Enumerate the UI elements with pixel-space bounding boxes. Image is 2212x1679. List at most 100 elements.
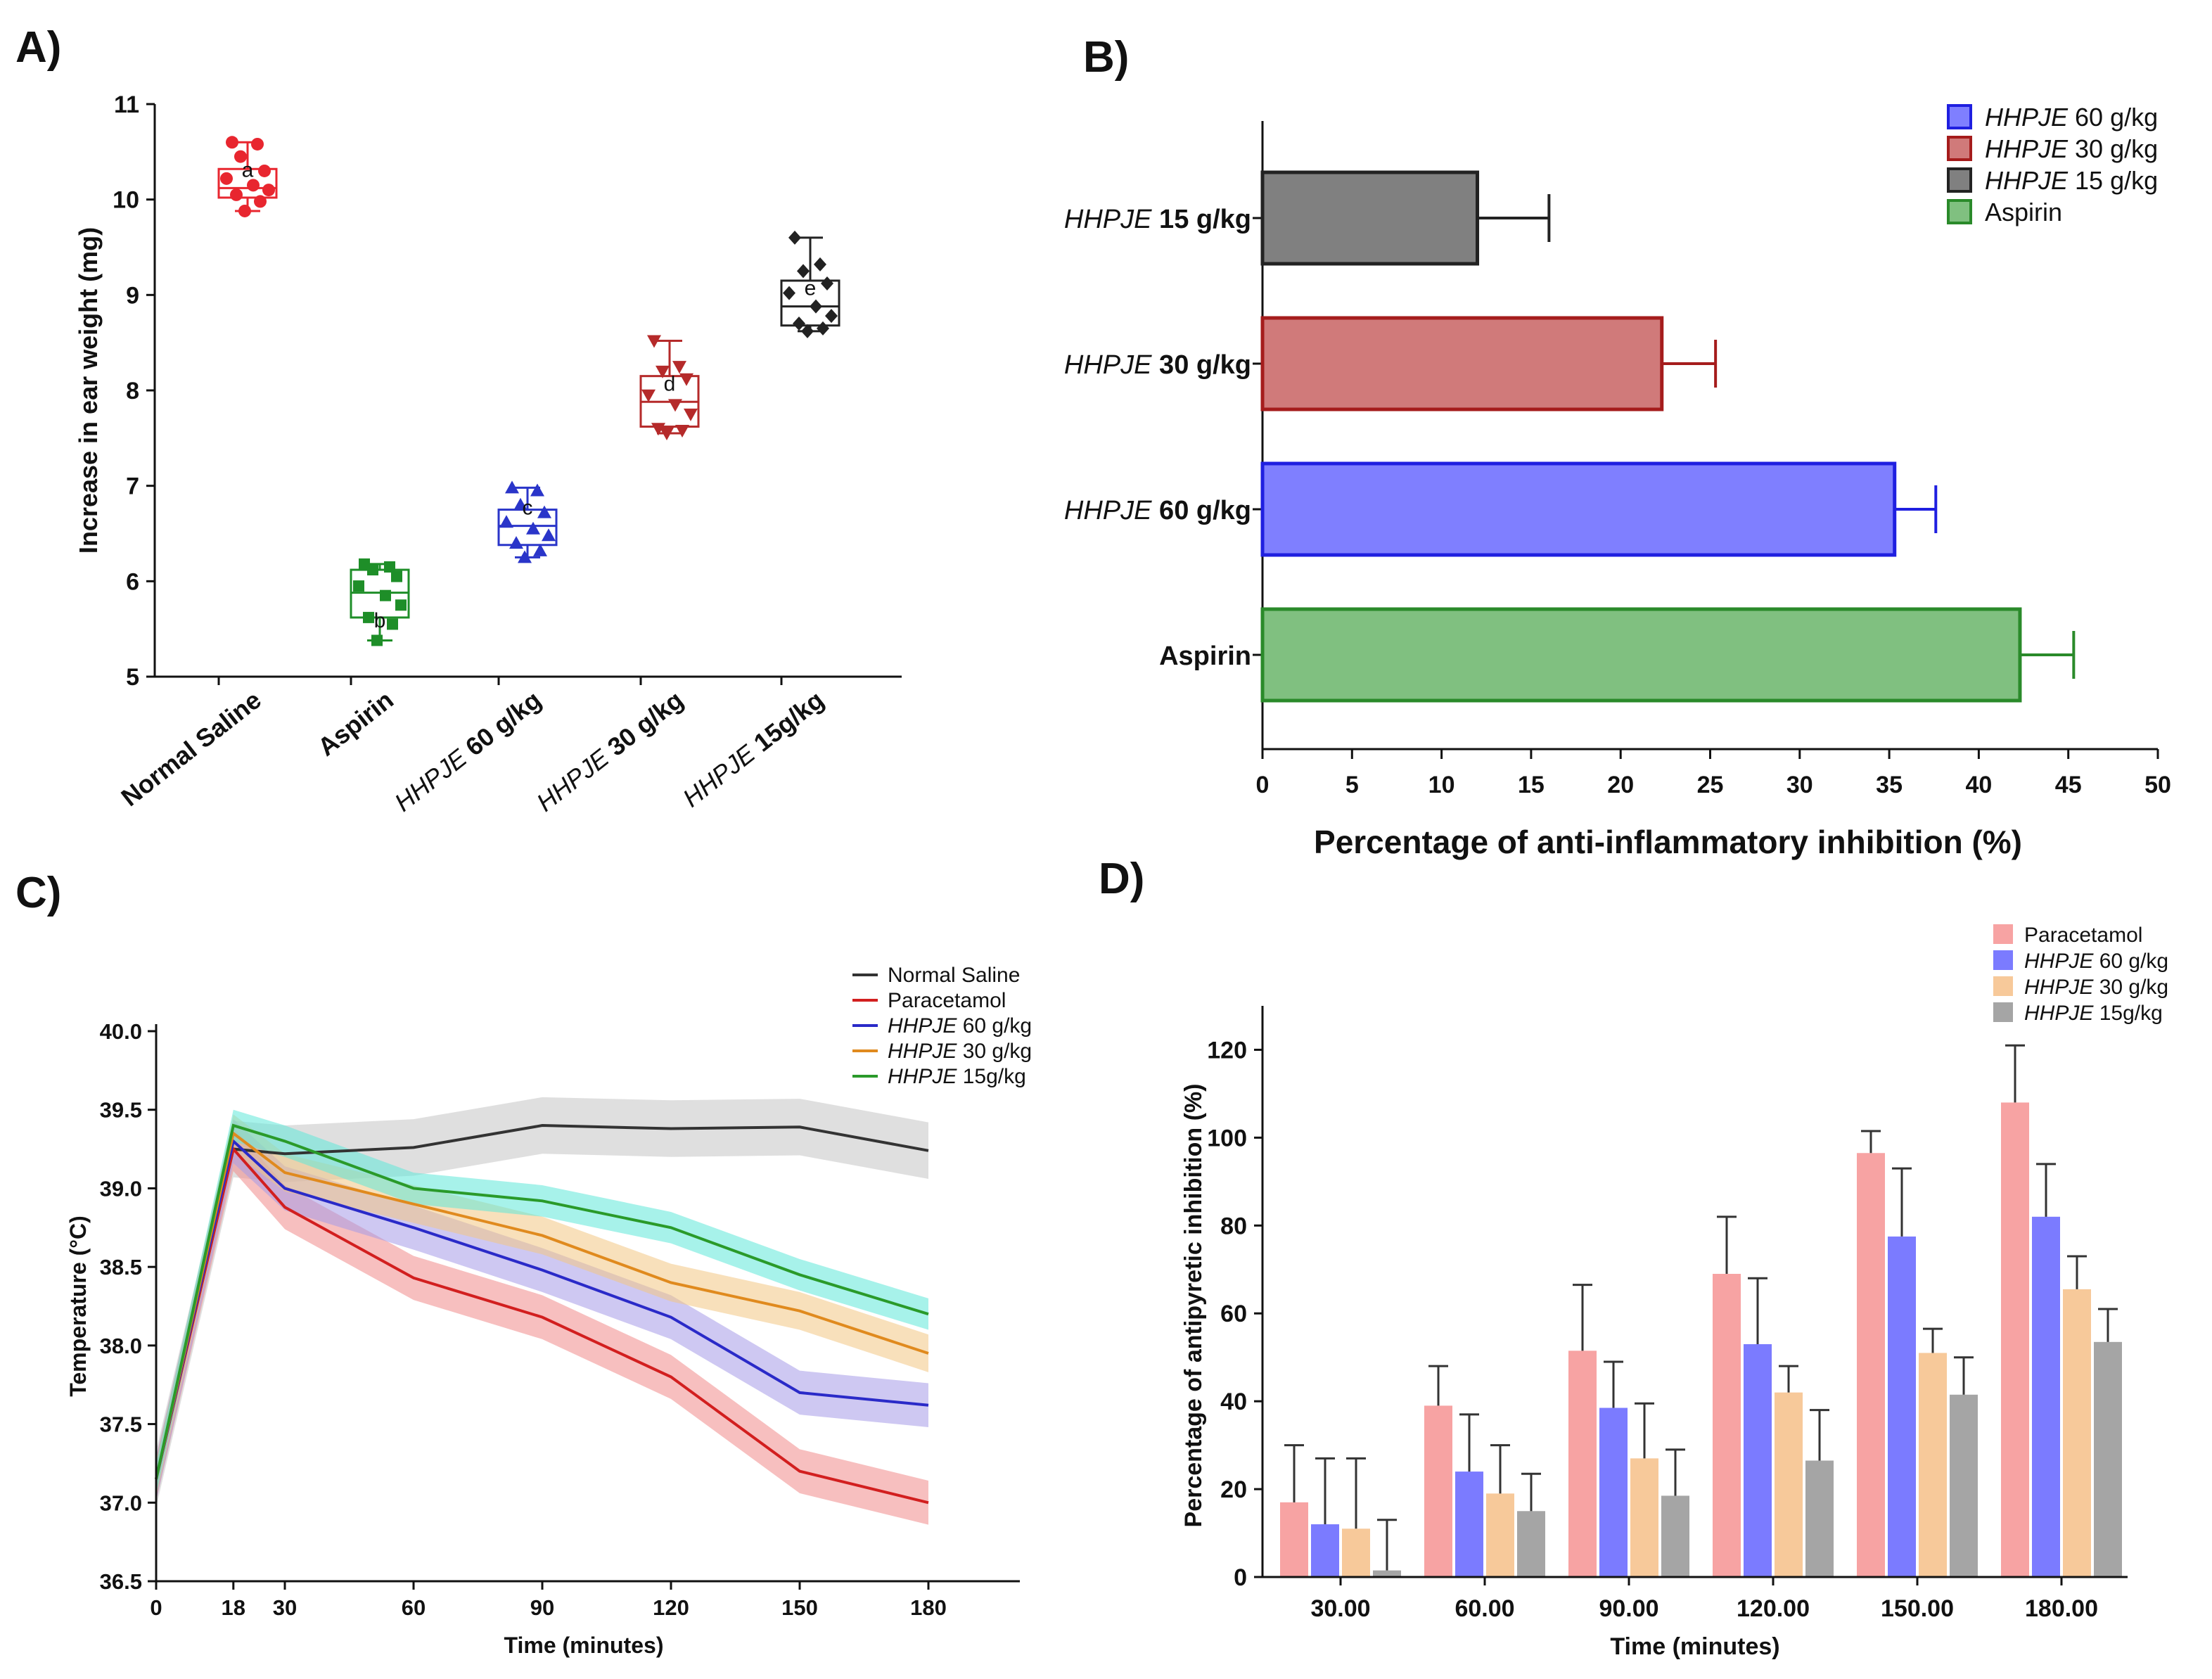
c-y-tick-label: 38.0 [100,1334,142,1358]
a-data-point [793,317,805,331]
b-legend-label: HHPJE 15 g/kg [1985,166,2158,195]
a-data-point [533,543,547,556]
a-data-point [513,497,528,511]
d-bar [1455,1471,1483,1577]
a-y-tick-label: 5 [126,664,139,691]
a-data-point [821,276,833,291]
b-x-tick-label: 15 [1518,772,1545,798]
d-bar [2094,1341,2122,1577]
a-data-point [675,424,689,438]
c-x-tick-label: 180 [910,1595,947,1620]
c-legend-label: HHPJE 60 g/kg [888,1014,1032,1038]
c-x-tick-label: 0 [150,1595,162,1620]
c-y-tick-label: 36.5 [100,1569,142,1594]
panel-d: D) 30.00 60.00 90.00 120.00 150.00 180.00 0 20 40… [1099,855,2168,1660]
b-x-tick-label: 10 [1428,772,1455,798]
b-x-tick-label: 35 [1876,772,1903,798]
d-x-tick-label: 180.00 [2025,1595,2098,1622]
d-bar [1342,1528,1370,1577]
b-x-tick-label: 5 [1345,772,1359,798]
a-y-axis-label: Increase in ear weight (mg) [74,227,103,554]
a-significance-letter: b [374,609,386,632]
a-x-tick-label: HHPJE 60 g/kg [389,685,546,817]
a-data-point [684,408,698,421]
c-y-tick-label: 38.5 [100,1255,142,1279]
a-y-tick-label: 11 [114,91,139,118]
a-x-tick-label: HHPJE 15g/kg [677,685,829,812]
panel-c: C) 36.5 37.0 37.5 38.0 38.5 39.0 39.5 40.0 0 18 30 6… [15,869,1032,1658]
d-bar [2032,1216,2060,1577]
a-data-point [509,536,523,549]
a-data-point [254,195,267,208]
a-data-point [251,137,264,151]
a-x-tick-label: HHPJE 30 g/kg [531,685,689,817]
c-error-band [156,1119,928,1502]
b-legend-swatch [1947,136,1972,161]
b-bar [1260,316,1664,411]
a-y-tick-label: 6 [126,568,139,595]
a-data-point [647,335,661,348]
a-x-tick-label: Aspirin [312,685,399,762]
panel-label-b: B) [1083,33,1129,82]
d-legend-swatch [1993,950,2013,970]
b-legend-swatch [1947,104,1972,129]
c-y-tick-label: 37.0 [100,1490,142,1515]
c-series-line [155,1138,929,1480]
a-box [780,279,840,327]
d-bar [1486,1493,1514,1577]
d-y-tick-label: 0 [1234,1564,1247,1591]
d-y-tick-label: 100 [1207,1125,1247,1151]
a-data-point [258,164,271,177]
a-data-point [810,299,822,314]
c-legend-label: Normal Saline [888,964,1020,987]
a-y-tick-label: 10 [113,187,139,214]
a-data-point [656,365,670,378]
d-y-tick-label: 20 [1220,1476,1247,1503]
a-data-point [660,428,674,441]
a-data-point [679,373,693,386]
a-data-point [537,505,551,518]
d-y-tick-label: 120 [1207,1037,1247,1064]
panel-b: B) 0 5 10 15 20 25 30 35 40 45 50 Percentage of anti… [1064,33,2171,860]
b-y-tick-label: HHPJE 60 g/kg [1064,496,1251,525]
d-x-tick-label: 60.00 [1455,1595,1514,1622]
d-bar [1280,1502,1308,1577]
a-data-point [825,309,838,324]
d-y-tick-label: 80 [1220,1213,1247,1239]
a-data-point [371,634,383,646]
c-y-tick-label: 40.0 [100,1019,142,1044]
a-data-point [391,570,402,582]
d-x-tick-label: 90.00 [1599,1595,1658,1622]
b-bar [1260,461,1897,557]
a-data-point [788,230,801,245]
a-data-point [783,286,795,300]
a-data-point [226,136,238,149]
a-data-point [353,580,364,592]
d-bar [1373,1570,1401,1577]
d-bar [1599,1407,1628,1577]
c-legend-label: HHPJE 30 g/kg [888,1040,1032,1063]
d-x-axis-label: Time (minutes) [1610,1633,1779,1660]
a-y-tick-label: 8 [126,378,139,404]
d-legend-swatch [1993,924,2013,944]
a-y-tick-label: 9 [126,282,139,309]
b-x-tick-label: 25 [1697,772,1724,798]
b-x-tick-label: 30 [1786,772,1813,798]
c-x-tick-label: 18 [222,1595,245,1620]
b-legend-label: Aspirin [1985,198,2062,226]
d-legend-swatch [1993,1002,2013,1022]
a-data-point [395,599,407,611]
c-legend-label: HHPJE 15g/kg [888,1065,1026,1088]
d-bar [2001,1102,2029,1577]
c-y-tick-label: 37.5 [100,1412,142,1437]
d-legend-label: HHPJE 60 g/kg [2024,950,2168,973]
d-x-tick-label: 150.00 [1881,1595,1954,1622]
a-data-point [651,423,665,436]
b-legend-swatch [1947,167,1972,193]
c-x-tick-label: 60 [402,1595,426,1620]
a-significance-letter: a [242,158,254,181]
d-bar [1517,1511,1545,1577]
a-data-point [505,480,519,494]
b-x-tick-label: 40 [1965,772,1992,798]
